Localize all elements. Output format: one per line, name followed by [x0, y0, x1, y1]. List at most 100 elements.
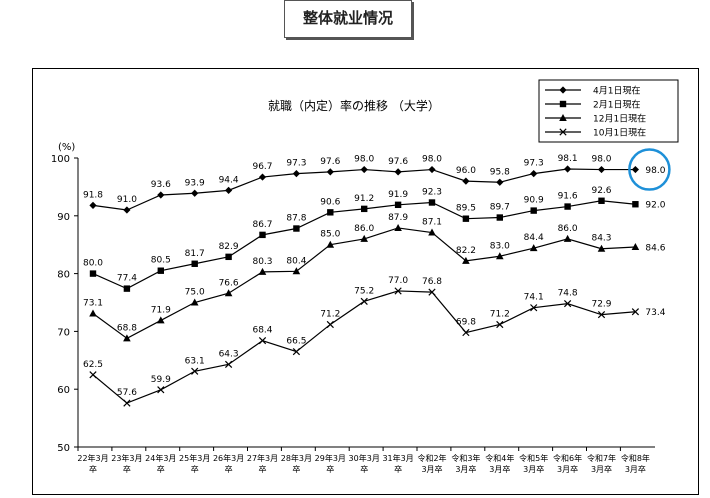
- series-1-data-label: 98.0: [591, 155, 611, 165]
- x-tick-label: 3月卒: [421, 464, 442, 474]
- series-4-point: [462, 328, 470, 337]
- series-2-point: [462, 215, 470, 222]
- series-4-point: [224, 360, 233, 368]
- highlight-circle: [628, 148, 671, 191]
- series-4-data-label: 73.4: [645, 308, 665, 318]
- series-4-point: [530, 304, 538, 312]
- series-4-point: [292, 348, 301, 356]
- x-tick-label: 28年3月: [281, 453, 312, 463]
- series-3-point: [529, 244, 538, 252]
- y-tick-label: 70: [57, 327, 70, 338]
- series-2-data-label: 90.9: [524, 196, 544, 206]
- series-4-line: [92, 290, 636, 404]
- series-4-data-label: 69.8: [456, 318, 476, 328]
- legend-marker: [559, 128, 567, 136]
- series-2-point: [157, 267, 164, 274]
- series-2-data-label: 80.0: [83, 259, 103, 269]
- series-4-point: [428, 288, 436, 296]
- series-3-point: [597, 244, 606, 252]
- series-2-data-label: 89.5: [456, 204, 476, 214]
- series-3-point: [360, 234, 368, 242]
- series-2-point: [89, 270, 97, 277]
- series-1-data-label: 97.6: [388, 157, 408, 167]
- series-1-data-label: 98.1: [558, 154, 578, 164]
- series-3-point: [157, 316, 165, 324]
- series-1-data-label: 93.9: [185, 178, 205, 188]
- series-1-point: [394, 168, 402, 176]
- series-2-line: [92, 200, 636, 290]
- series-3-data-label: 71.9: [151, 305, 171, 315]
- series-4-point: [563, 300, 572, 308]
- series-1-data-label: 95.8: [490, 167, 510, 177]
- series-2-data-label: 91.9: [388, 190, 408, 200]
- series-3-data-label: 84.6: [645, 244, 665, 254]
- chart-title: 就職（内定）率の推移 （大学）: [268, 98, 440, 113]
- series-3-point: [631, 243, 640, 251]
- series-3-line: [92, 227, 636, 340]
- x-tick-label: 卒: [191, 464, 199, 474]
- series-4-data-label: 72.9: [591, 300, 611, 310]
- x-tick-label: 卒: [89, 464, 97, 474]
- series-3-data-label: 84.3: [591, 234, 611, 244]
- series-2-point: [530, 207, 537, 214]
- series-1-point: [564, 165, 572, 173]
- series-3-data-label: 87.1: [422, 218, 442, 228]
- series-2-point: [564, 203, 571, 210]
- series-4-point: [631, 308, 640, 316]
- series-1-point: [326, 168, 334, 176]
- series-1-data-label: 98.0: [354, 155, 374, 165]
- series-1-data-label: 97.6: [320, 157, 340, 167]
- series-2-point: [225, 253, 232, 261]
- series-4-point: [597, 311, 606, 319]
- series-2-point: [428, 199, 436, 206]
- legend-marker: [559, 86, 567, 94]
- legend-marker: [559, 100, 567, 108]
- series-4-point: [89, 371, 97, 379]
- legend-marker: [559, 114, 567, 121]
- series-2-data-label: 89.7: [490, 203, 510, 213]
- series-1-point: [428, 165, 436, 174]
- series-1-point: [157, 191, 165, 199]
- x-tick-label: 卒: [157, 464, 165, 474]
- series-3-data-label: 82.2: [456, 246, 476, 256]
- series-2-point: [361, 205, 368, 213]
- x-tick-label: 3月卒: [625, 464, 646, 474]
- y-tick-label: 60: [57, 385, 70, 396]
- legend-label: 2月1日現在: [593, 99, 640, 111]
- x-tick-label: 22年3月: [77, 453, 108, 463]
- series-2-data-label: 91.6: [558, 192, 578, 202]
- series-1-point: [496, 178, 504, 186]
- x-tick-label: 卒: [326, 464, 334, 474]
- series-2-data-label: 80.5: [151, 256, 171, 266]
- series-2-data-label: 86.7: [252, 220, 272, 230]
- x-tick-label: 3月卒: [557, 464, 578, 474]
- series-3-point: [563, 234, 572, 242]
- x-tick-label: 令和3年: [451, 453, 480, 463]
- series-2-data-label: 77.4: [117, 274, 137, 284]
- series-3-point: [326, 240, 335, 248]
- x-tick-label: 卒: [259, 464, 267, 474]
- series-4-data-label: 71.2: [490, 309, 510, 319]
- series-3-point: [258, 267, 267, 275]
- series-3-data-label: 83.0: [490, 241, 510, 251]
- series-1-point: [597, 165, 606, 174]
- series-4-point: [394, 287, 402, 295]
- series-3-data-label: 68.8: [117, 323, 137, 333]
- series-3-data-label: 86.0: [558, 224, 578, 234]
- series-3-data-label: 80.3: [252, 257, 272, 267]
- series-1-data-label: 94.4: [219, 175, 239, 185]
- series-1-data-label: 98.0: [422, 155, 442, 165]
- series-2-data-label: 92.3: [422, 188, 442, 198]
- x-tick-label: 卒: [360, 464, 368, 474]
- series-4-data-label: 62.5: [83, 360, 103, 370]
- series-4-data-label: 57.6: [117, 388, 137, 398]
- series-4-point: [123, 399, 131, 407]
- series-3-point: [462, 256, 470, 264]
- x-tick-label: 令和6年: [553, 453, 582, 463]
- x-tick-label: 3月卒: [489, 464, 510, 474]
- series-4-data-label: 74.8: [558, 289, 578, 299]
- series-4-data-label: 59.9: [151, 375, 171, 385]
- x-tick-label: 30年3月: [349, 453, 380, 463]
- series-3-point: [292, 267, 301, 275]
- series-2-data-label: 87.8: [286, 214, 306, 224]
